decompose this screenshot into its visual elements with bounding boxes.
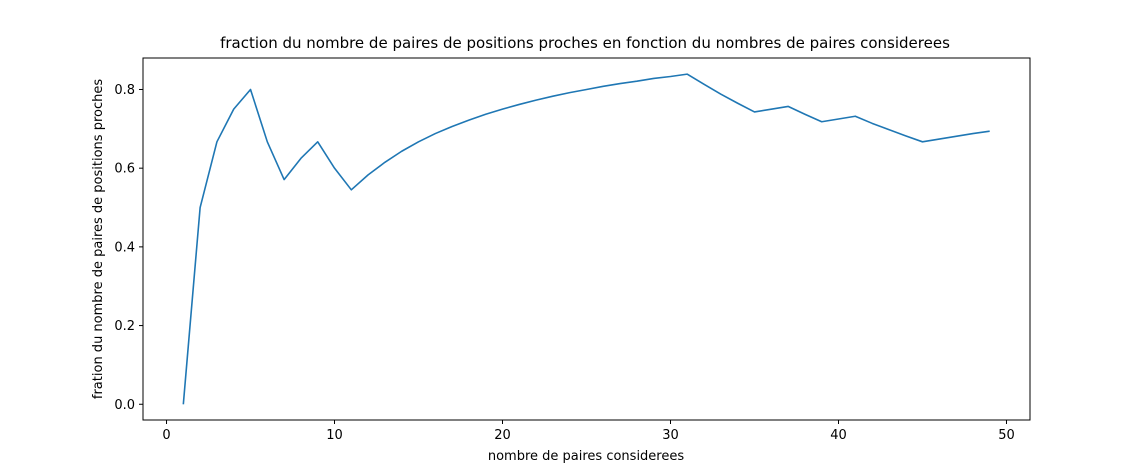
plot-frame (142, 57, 1031, 421)
x-tick-label: 40 (830, 428, 847, 443)
series-line-0 (182, 73, 990, 405)
x-axis-label: nombre de paires considerees (488, 449, 685, 464)
y-tick-label: 0.2 (114, 319, 135, 334)
y-axis: 0.0 0.2 0.4 0.6 0.8 (114, 83, 143, 413)
y-tick-label: 0.4 (114, 240, 135, 255)
plot-area (182, 73, 990, 405)
x-tick-label: 0 (162, 428, 170, 443)
y-tick-label: 0.0 (114, 398, 135, 413)
x-tick-label: 20 (494, 428, 511, 443)
x-tick-label: 30 (662, 428, 679, 443)
y-axis-label: fration du nombre de paires de positions… (91, 79, 106, 399)
y-tick-label: 0.8 (114, 83, 135, 98)
x-tick-label: 50 (998, 428, 1015, 443)
y-tick-label: 0.6 (114, 162, 135, 177)
x-axis: 0 10 20 30 40 50 (162, 420, 1015, 443)
chart-title: fraction du nombre de paires de position… (220, 34, 950, 52)
x-tick-label: 10 (326, 428, 343, 443)
